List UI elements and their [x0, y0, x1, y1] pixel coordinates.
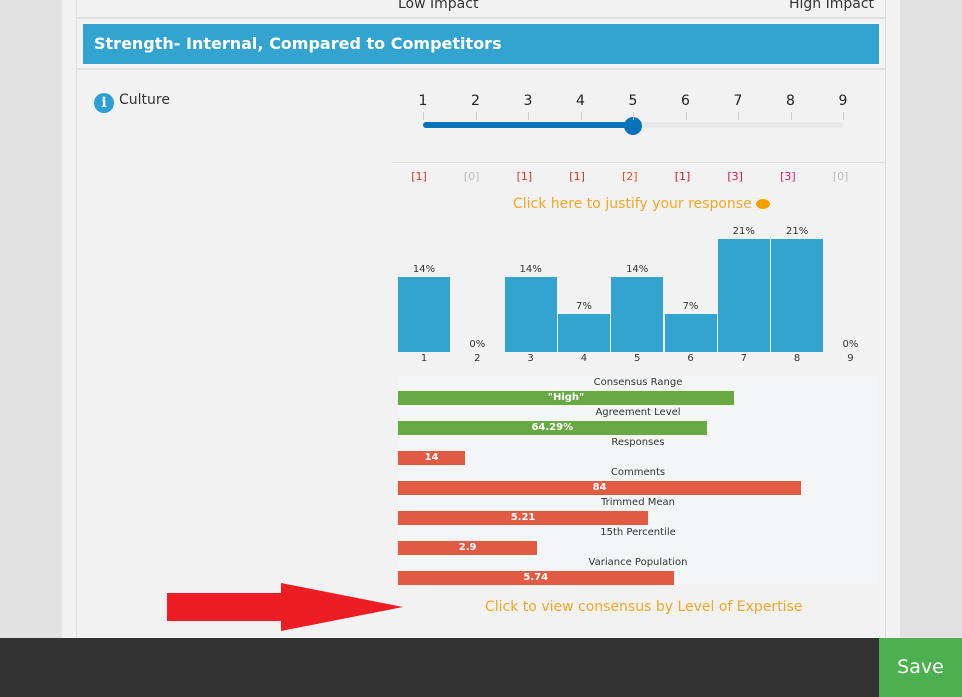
justify-response-link[interactable]: Click here to justify your response: [513, 196, 771, 212]
section-title: Strength- Internal, Compared to Competit…: [83, 24, 879, 64]
slider-tick-label[interactable]: 5: [628, 93, 638, 109]
save-button[interactable]: Save: [879, 638, 962, 697]
bar-value-label: 14%: [626, 263, 649, 275]
slider-tick-label[interactable]: 8: [786, 93, 795, 109]
divider: [392, 162, 885, 163]
stat-label: Trimmed Mean: [601, 497, 675, 508]
x-tick-label: 8: [793, 353, 801, 364]
x-tick-label: 1: [420, 353, 428, 364]
x-tick-label: 7: [740, 353, 747, 364]
footer-bar: [0, 638, 962, 697]
response-count: [3]: [780, 170, 796, 183]
bar-value-label: 7%: [682, 301, 699, 313]
red-arrow-annotation: [167, 583, 403, 631]
x-tick-label: 4: [580, 353, 588, 364]
stat-label: Variance Population: [588, 557, 688, 568]
slider-tick-mark: [633, 112, 634, 120]
slider-thumb[interactable]: [624, 117, 642, 135]
response-count: [3]: [727, 170, 743, 183]
stat-bar: 2.9: [398, 541, 538, 555]
response-count: [0]: [463, 170, 480, 183]
bar-value-label: 21%: [732, 226, 755, 237]
bar-value-label: 21%: [785, 226, 809, 237]
slider-tick-mark: [738, 112, 739, 120]
slider-tick-mark: [528, 112, 529, 120]
stat-bar: 5.74: [398, 571, 674, 585]
slider-tick-label[interactable]: 6: [681, 93, 690, 109]
item-label: Culture: [119, 92, 170, 108]
slider-tick-mark: [423, 112, 424, 120]
stat-bar: 64.29%: [398, 421, 707, 435]
slider-tick-label[interactable]: 4: [576, 93, 585, 109]
response-count: [2]: [622, 170, 638, 183]
stat-bar: "High": [398, 391, 734, 405]
histogram-bar: [717, 239, 770, 352]
stat-label: Consensus Range: [593, 377, 683, 388]
x-tick-label: 5: [634, 353, 641, 364]
high-impact-label: High Impact: [789, 0, 875, 12]
slider-tick-label[interactable]: 7: [733, 93, 743, 109]
bar-value-label: 14%: [519, 263, 542, 275]
stat-label: Comments: [610, 467, 666, 478]
slider-tick-mark: [580, 112, 582, 120]
low-impact-label: Low Impact: [398, 0, 479, 12]
response-count: [1]: [516, 170, 533, 183]
response-count: [1]: [569, 170, 585, 183]
view-expertise-consensus-link[interactable]: Click to view consensus by Level of Expe…: [485, 599, 803, 615]
stat-label: Responses: [611, 437, 665, 448]
slider-tick-label[interactable]: 9: [838, 93, 848, 109]
histogram-bar: [504, 276, 557, 352]
stat-bar: 14: [398, 451, 466, 465]
response-count: [0]: [832, 170, 849, 183]
divider: [77, 17, 885, 19]
comment-bubble-icon: [756, 199, 771, 209]
x-tick-label: 2: [474, 353, 481, 364]
bar-value-label: 0%: [842, 339, 859, 350]
histogram-bar: [398, 276, 450, 352]
justify-link-text: Click here to justify your response: [513, 196, 752, 212]
slider-tick-mark: [790, 112, 792, 120]
bar-value-label: 7%: [575, 301, 592, 313]
stat-bar: 84: [398, 481, 802, 495]
histogram-bar: [557, 314, 610, 352]
histogram-bar: [664, 314, 717, 352]
slider-tick-mark: [843, 112, 844, 120]
stat-label: Agreement Level: [595, 407, 681, 418]
slider-tick-label[interactable]: 1: [418, 93, 428, 109]
bar-value-label: 0%: [469, 339, 486, 350]
x-tick-label: 6: [687, 353, 694, 364]
x-tick-label: 9: [847, 353, 854, 364]
x-tick-label: 3: [527, 353, 534, 364]
response-count: [1]: [411, 170, 427, 183]
slider-tick-label[interactable]: 3: [523, 93, 533, 109]
slider-tick-mark: [475, 112, 477, 120]
info-icon[interactable]: i: [94, 93, 114, 113]
slider-fill: [423, 122, 633, 128]
histogram-bar: [611, 276, 664, 352]
bar-value-label: 14%: [412, 263, 436, 275]
slider-tick-label[interactable]: 2: [471, 93, 480, 109]
stat-label: 15th Percentile: [600, 527, 676, 538]
slider-tick-mark: [685, 112, 687, 120]
histogram-bar: [771, 239, 824, 352]
question-card: [76, 0, 886, 643]
response-count: [1]: [674, 170, 691, 183]
stat-bar: 5.21: [398, 511, 649, 525]
divider: [77, 68, 885, 70]
